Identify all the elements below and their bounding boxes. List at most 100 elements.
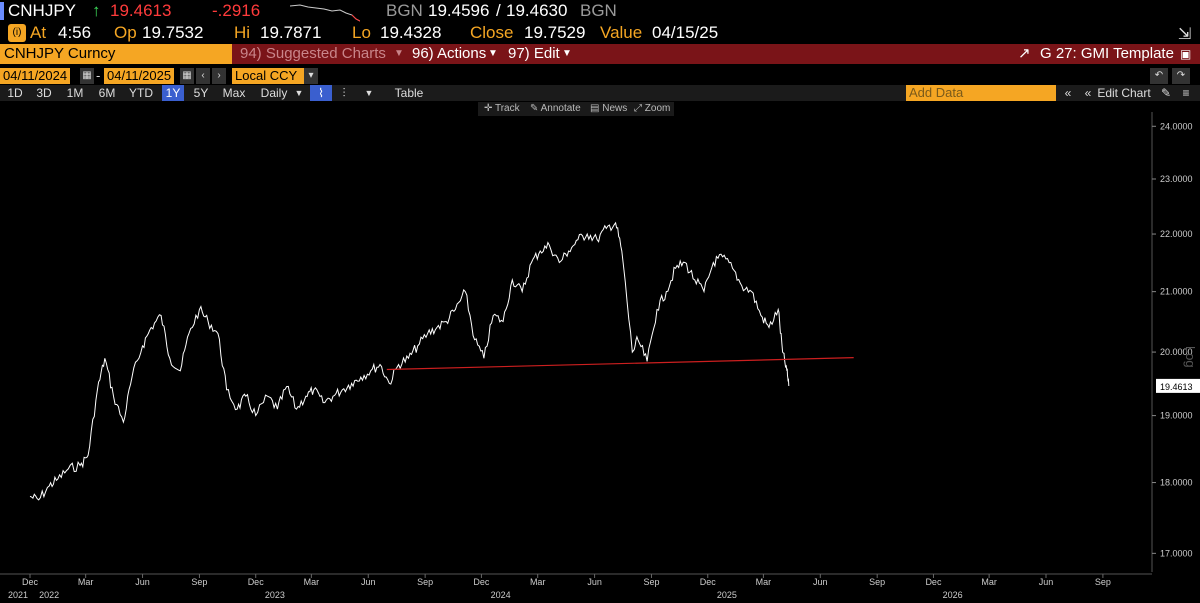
edit-dropdown-icon[interactable]: ▼ — [562, 48, 572, 59]
annotate-tool[interactable]: ✎ Annotate — [530, 103, 581, 114]
x-month-label: Dec — [925, 577, 942, 587]
news-label: News — [602, 103, 628, 114]
range-1y[interactable]: 1Y — [162, 85, 184, 101]
settings-icon[interactable]: ▣ — [1180, 47, 1192, 61]
quote-row-2: (i) At 4:56 Op 19.7532 Hi 19.7871 Lo 19.… — [0, 22, 1200, 44]
x-year-label: 2024 — [491, 590, 511, 600]
x-month-label: Dec — [248, 577, 265, 587]
close-value: 19.7529 — [524, 23, 586, 42]
end-date-input[interactable]: 04/11/2025 — [104, 68, 175, 84]
range-6m[interactable]: 6M — [98, 86, 116, 100]
suggested-charts-menu[interactable]: 94) Suggested Charts — [240, 45, 386, 62]
open-value: 19.7532 — [142, 23, 204, 42]
menu-icon[interactable]: ≡ — [1182, 86, 1190, 100]
undo-icon[interactable]: ↶ — [1150, 68, 1168, 84]
actions-dropdown-icon[interactable]: ▼ — [488, 48, 498, 59]
y-tick-label: 22.0000 — [1160, 229, 1193, 239]
x-year-label: 2022 — [39, 590, 59, 600]
range-1m[interactable]: 1M — [66, 86, 84, 100]
actions-menu[interactable]: 96) Actions — [412, 45, 487, 62]
x-month-label: Jun — [587, 577, 602, 587]
x-month-label: Mar — [981, 577, 997, 587]
edit-menu[interactable]: 97) Edit — [508, 45, 560, 62]
zoom-label: Zoom — [644, 103, 671, 114]
range-5y[interactable]: 5Y — [193, 86, 209, 100]
price-source: BGN — [386, 1, 423, 20]
edit-chart-button[interactable]: Edit Chart — [1097, 86, 1151, 100]
security-field[interactable]: CNHJPY Curncy — [0, 44, 232, 64]
last-price: 19.4613 — [110, 1, 172, 20]
sparkline-icon — [290, 4, 360, 22]
edit-chart-chevron-icon[interactable]: « — [1084, 86, 1092, 100]
start-calendar-icon[interactable]: ▦ — [80, 68, 94, 84]
range-3d[interactable]: 3D — [36, 86, 52, 100]
x-year-label: 2023 — [265, 590, 285, 600]
pencil-icon[interactable]: ✎ — [1160, 86, 1172, 100]
ticker-symbol[interactable]: CNHJPY — [8, 1, 77, 20]
y-tick-label: 24.0000 — [1160, 121, 1193, 131]
x-month-label: Jun — [1039, 577, 1054, 587]
x-month-label: Dec — [473, 577, 490, 587]
currency-select[interactable]: Local CCY — [232, 68, 308, 84]
series-line-cnhjpy — [29, 221, 790, 501]
next-period-icon[interactable]: › — [212, 68, 226, 84]
expand-icon[interactable]: ⇲ — [1178, 26, 1192, 43]
x-month-label: Jun — [813, 577, 828, 587]
zoom-tool[interactable]: ⤢ Zoom — [634, 103, 671, 114]
track-tool[interactable]: ✛ Track — [484, 103, 520, 114]
command-bar: CNHJPY Curncy 94) Suggested Charts ▼ 96)… — [0, 44, 1200, 64]
open-label: Op — [114, 23, 137, 42]
line-chart-icon[interactable]: ⌇ — [310, 85, 332, 101]
net-change: -.2916 — [212, 1, 261, 20]
price-source-2: BGN — [580, 1, 617, 20]
date-dash: - — [96, 68, 101, 83]
x-year-label: 2025 — [717, 590, 737, 600]
template-name[interactable]: G 27: GMI Template — [1040, 45, 1174, 62]
range-1d[interactable]: 1D — [7, 86, 23, 100]
launch-icon[interactable]: ↗ — [1018, 45, 1031, 62]
start-date-input[interactable]: 04/11/2024 — [0, 68, 71, 84]
currency-dropdown-icon[interactable]: ▾ — [304, 68, 318, 84]
redo-icon[interactable]: ↷ — [1172, 68, 1190, 84]
x-month-label: Sep — [869, 577, 885, 587]
y-tick-label: 21.0000 — [1160, 287, 1193, 297]
quote-row-1: CNHJPY ↑ 19.4613 -.2916 BGN 19.4596 / 19… — [0, 0, 1200, 22]
end-calendar-icon[interactable]: ▦ — [180, 68, 194, 84]
value-date-label: Value — [600, 23, 643, 42]
x-month-label: Mar — [78, 577, 94, 587]
chart-type-dropdown-icon[interactable]: ▼ — [364, 88, 374, 98]
news-tool[interactable]: ▤ News — [590, 103, 628, 114]
bid-price: 19.4596 — [428, 1, 490, 20]
range-max[interactable]: Max — [222, 86, 246, 100]
suggested-dropdown-icon[interactable]: ▼ — [394, 48, 404, 59]
y-tick-label: 20.0000 — [1160, 347, 1193, 357]
date-bar: 04/11/2024 ▦ - 04/11/2025 ▦ ‹ › Local CC… — [0, 68, 1200, 86]
at-time: 4:56 — [58, 23, 92, 42]
bar-chart-icon[interactable]: ⫶ — [342, 86, 346, 100]
table-button[interactable]: Table — [394, 86, 424, 100]
prev-period-icon[interactable]: ‹ — [196, 68, 210, 84]
x-month-label: Mar — [530, 577, 546, 587]
y-tick-label: 17.0000 — [1160, 548, 1193, 558]
y-tick-label: 23.0000 — [1160, 174, 1193, 184]
range-bar: 1D 3D 1M 6M YTD 1Y 5Y Max Daily ▼ ⌇ ⫶ ▼ … — [0, 85, 1200, 101]
bid-ask-slash: / — [496, 1, 501, 20]
x-month-label: Dec — [700, 577, 717, 587]
x-month-label: Mar — [756, 577, 772, 587]
x-year-label: 2026 — [943, 590, 963, 600]
period-dropdown-icon[interactable]: ▼ — [294, 88, 304, 98]
series-line-trendline — [386, 357, 854, 371]
y-tick-label: 19.0000 — [1160, 411, 1193, 421]
time-icon[interactable]: (i) — [8, 24, 26, 42]
track-label: Track — [494, 103, 520, 114]
high-value: 19.7871 — [260, 23, 322, 42]
collapse-icon[interactable]: « — [1064, 86, 1072, 100]
add-data-input[interactable]: Add Data — [906, 85, 1056, 101]
y-tick-label: 18.0000 — [1160, 478, 1193, 488]
close-label: Close — [470, 23, 514, 42]
ticker-marker — [0, 2, 4, 20]
x-month-label: Mar — [304, 577, 320, 587]
x-month-label: Dec — [22, 577, 39, 587]
range-ytd[interactable]: YTD — [129, 86, 153, 100]
period-select[interactable]: Daily — [260, 86, 288, 100]
